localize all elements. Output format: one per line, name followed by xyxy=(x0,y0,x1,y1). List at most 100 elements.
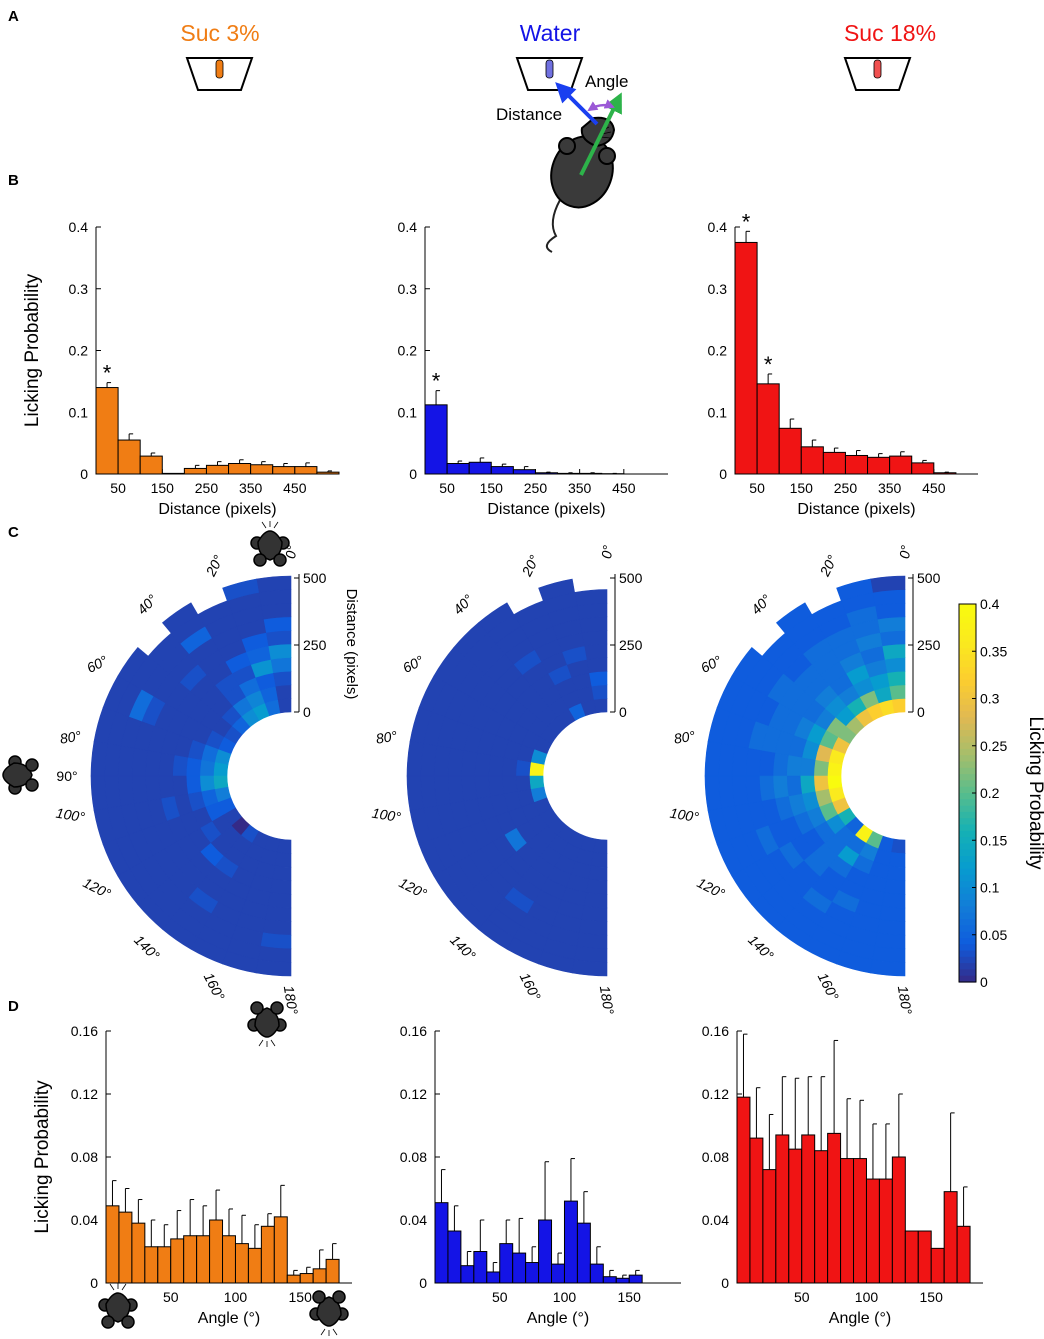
heatmap-cell xyxy=(145,775,162,802)
y-tick-label: 0 xyxy=(90,1275,98,1291)
colorbar-segment xyxy=(959,837,976,844)
bar xyxy=(801,1134,816,1284)
bar xyxy=(889,455,913,475)
angle-tick-label: 160° xyxy=(517,970,545,1003)
heatmap-cell xyxy=(813,759,829,777)
x-tick-label: 50 xyxy=(110,480,126,496)
bar xyxy=(628,1274,643,1284)
angle-tick-label: 180° xyxy=(281,984,301,1015)
angle-tick-label: 120° xyxy=(396,874,429,902)
bar xyxy=(933,472,957,475)
chart-colorbar: 0 0.05 0.1 0.15 0.2 0.25 0.3 0.35 0.4 Licking Pro… xyxy=(958,596,1044,990)
bar xyxy=(247,1247,262,1284)
chart-B2: 0 0.1 0.2 0.3 0.4 50 150 250 350 450 * Distance (pi… xyxy=(398,219,668,518)
heatmap-cell xyxy=(718,775,736,809)
bar xyxy=(446,463,470,475)
bar xyxy=(563,1200,578,1284)
heatmap-cell xyxy=(590,852,608,868)
colorbar-segment xyxy=(959,931,976,939)
heatmap-cell xyxy=(586,657,608,674)
heatmap-cell xyxy=(586,878,608,895)
significance-star: * xyxy=(432,369,441,394)
x-tick-label: 150 xyxy=(790,480,814,496)
y-tick-label: 0.3 xyxy=(398,281,418,297)
heatmap-cell xyxy=(786,775,803,797)
y-tick-label: 0.16 xyxy=(71,1023,98,1039)
heatmap-cell xyxy=(488,755,505,777)
heatmap-cell xyxy=(579,919,608,936)
bar xyxy=(576,1222,591,1284)
y-tick-label: 0 xyxy=(721,1275,729,1291)
colorbar-segment xyxy=(959,906,976,914)
heatmap-cell xyxy=(745,748,762,777)
colorbar-segment xyxy=(959,610,976,618)
heatmap-cell xyxy=(158,775,175,800)
colorbar-tick-label: 0.1 xyxy=(980,880,1000,896)
bar xyxy=(814,1150,829,1284)
heatmap-cell xyxy=(185,757,202,777)
colorbar-segment xyxy=(959,667,976,674)
colorbar-segment xyxy=(959,604,976,611)
colorbar-segment xyxy=(959,893,976,901)
radial-tick-label: 0 xyxy=(303,704,311,720)
colorbar-segment xyxy=(959,673,976,681)
colorbar-segment xyxy=(959,900,976,907)
bar xyxy=(579,472,603,475)
x-axis-label: Distance (pixels) xyxy=(487,501,605,518)
colorbar-segment xyxy=(959,919,976,926)
y-tick-label: 0.12 xyxy=(400,1086,427,1102)
colorbar-segment xyxy=(959,811,976,819)
angle-tick-label: 100° xyxy=(55,805,86,825)
heatmap-cell xyxy=(879,630,906,647)
x-tick-label: 100 xyxy=(553,1289,577,1305)
colorbar-segment xyxy=(959,780,976,788)
x-tick-label: 50 xyxy=(163,1289,179,1305)
heatmap-cell xyxy=(574,945,608,963)
significance-star: * xyxy=(764,352,773,377)
bar xyxy=(867,456,891,475)
bar xyxy=(778,427,802,475)
colorbar-segment xyxy=(959,963,976,970)
heatmap-cell xyxy=(263,919,292,936)
angle-tick-label: 0° xyxy=(598,544,616,560)
x-tick-label: 50 xyxy=(749,480,765,496)
y-tick-label: 0.2 xyxy=(69,343,89,359)
mouse-facing-up-icon xyxy=(98,1282,138,1329)
colorbar-segment xyxy=(959,874,976,882)
heatmap-cell xyxy=(581,905,608,922)
x-tick-label: 50 xyxy=(439,480,455,496)
panel-label-a: A xyxy=(8,8,19,25)
colorbar-segment xyxy=(959,748,976,756)
heatmap-cell xyxy=(583,892,608,909)
bar xyxy=(891,1156,906,1284)
colorbar-label: Licking Probability xyxy=(1025,716,1044,870)
heatmap-cell xyxy=(461,750,478,777)
heatmap-cell xyxy=(213,762,229,777)
heatmap-cell xyxy=(813,775,829,793)
colorbar-segment xyxy=(959,730,976,737)
y-axis-label: Licking Probability xyxy=(32,1080,53,1234)
heatmap-cell xyxy=(515,775,531,793)
x-axis-label: Angle (°) xyxy=(198,1310,260,1327)
colorbar-tick-label: 0.05 xyxy=(980,927,1007,943)
mouse-left-icon xyxy=(0,755,39,795)
colorbar-segment xyxy=(959,912,976,920)
bar xyxy=(557,472,581,475)
heatmap-cell xyxy=(872,589,906,607)
bar xyxy=(196,1235,211,1284)
chart-D2: 0 0.04 0.08 0.12 0.16 50 100 150 Angle (°) xyxy=(400,1023,681,1327)
angle-tick-label: 40° xyxy=(450,591,477,618)
mouse-schematic-icon xyxy=(545,116,616,253)
mouse-top-icon xyxy=(250,520,290,567)
bar xyxy=(234,1243,249,1284)
radial-tick-label: 0 xyxy=(619,704,627,720)
colorbar-tick-label: 0.25 xyxy=(980,738,1007,754)
heatmap-cell xyxy=(593,838,608,854)
heatmap-cell xyxy=(704,775,722,812)
radial-tick-label: 250 xyxy=(619,637,643,653)
y-tick-label: 0.1 xyxy=(398,404,418,420)
bar xyxy=(551,1263,565,1284)
